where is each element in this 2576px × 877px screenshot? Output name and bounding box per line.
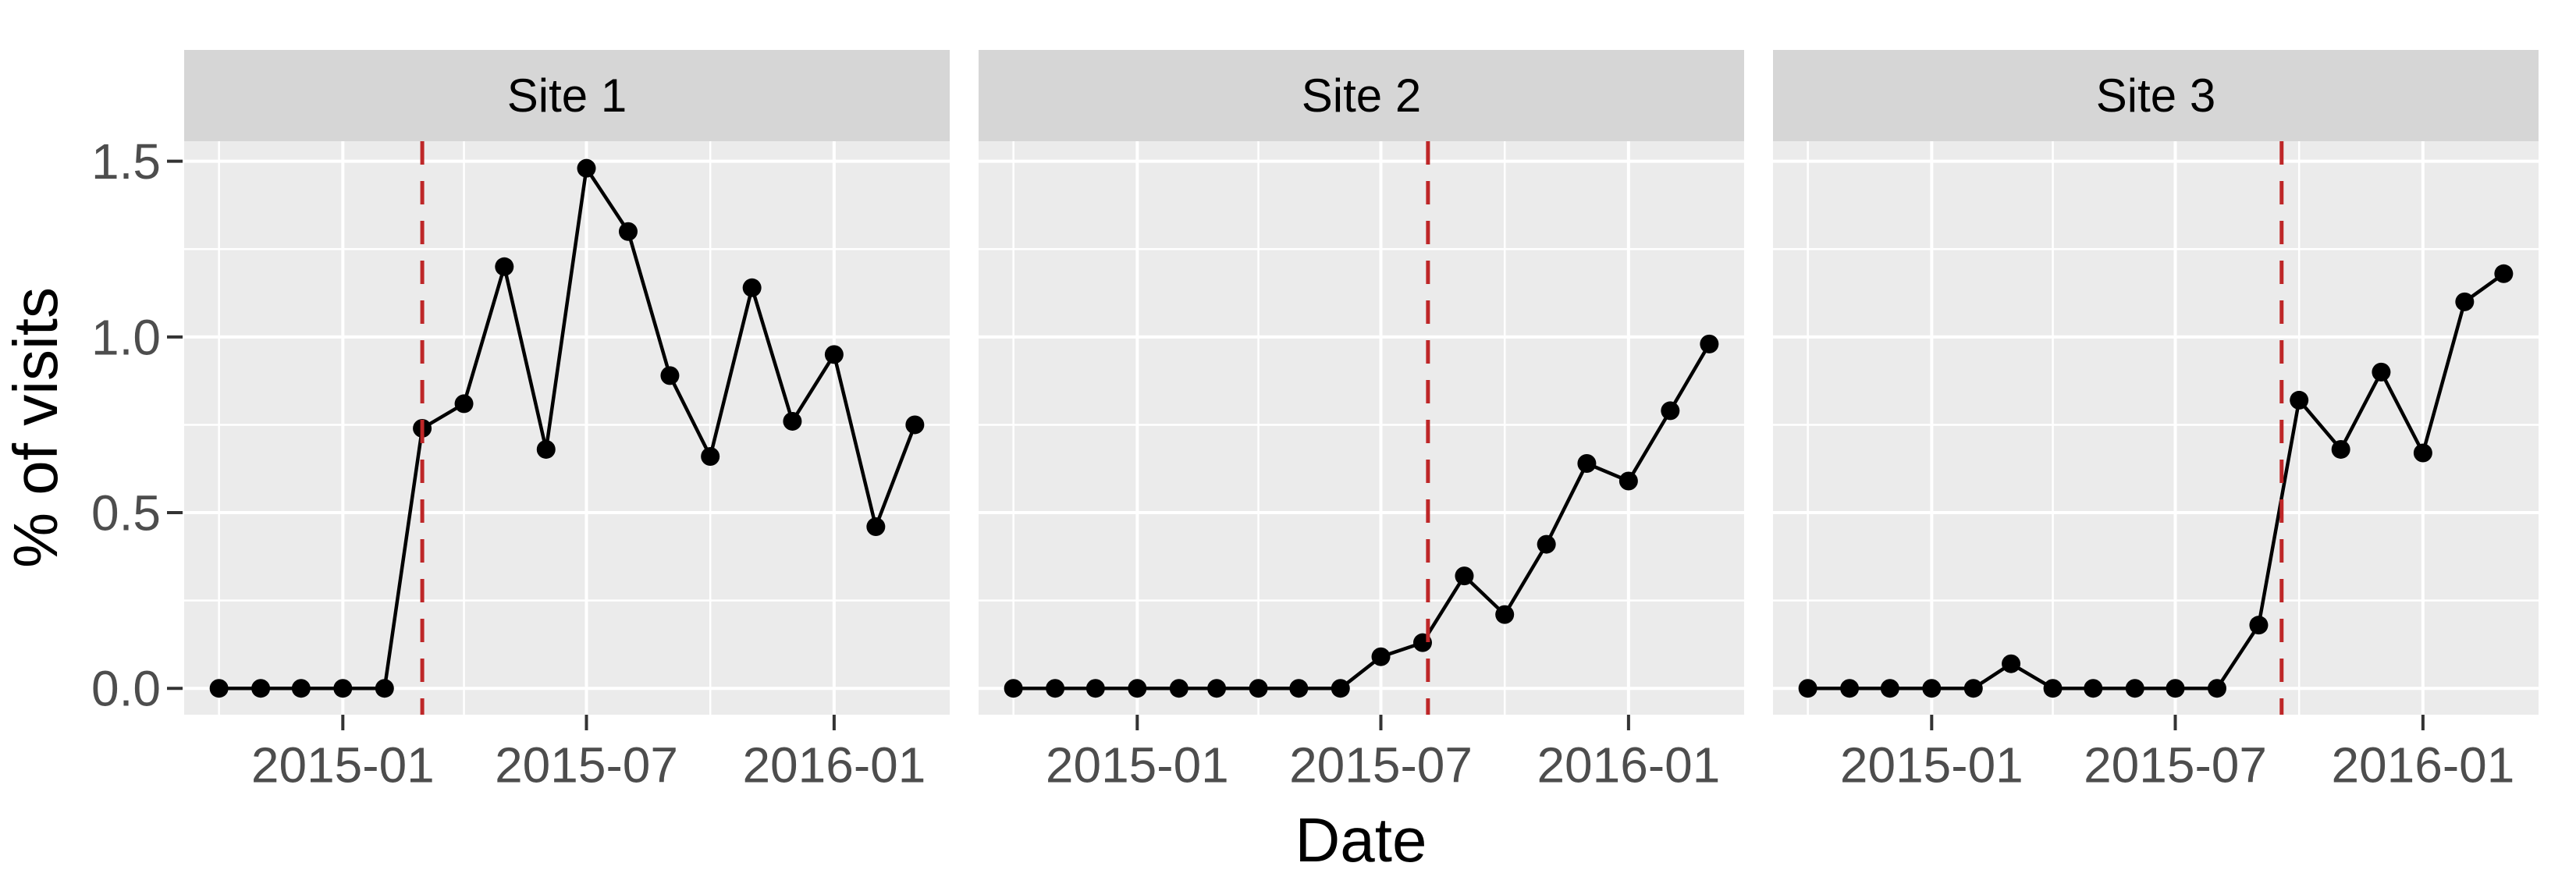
data-point: [495, 257, 514, 276]
y-tick-label: 1.5: [91, 133, 161, 190]
data-point: [1207, 679, 1227, 698]
data-point: [783, 411, 802, 431]
facet-strip-label-site-3: Site 3: [2095, 69, 2216, 122]
facet-strip: [979, 50, 1744, 141]
data-point: [1577, 453, 1597, 473]
data-point: [1618, 471, 1638, 491]
data-point: [2413, 443, 2432, 463]
data-point: [1249, 679, 1268, 698]
data-point: [577, 158, 596, 178]
data-point: [2249, 616, 2269, 635]
data-point: [1963, 679, 1983, 698]
data-point: [2002, 654, 2021, 673]
data-point: [375, 679, 394, 698]
data-point: [742, 278, 762, 297]
data-point: [2207, 679, 2226, 698]
data-point: [1922, 679, 1942, 698]
data-point: [209, 679, 229, 698]
data-point: [291, 679, 311, 698]
data-point: [905, 415, 925, 435]
facet-strip: [1773, 50, 2539, 141]
data-point: [618, 222, 638, 241]
facet-strip: [184, 50, 950, 141]
data-point: [2372, 362, 2391, 382]
data-point: [2290, 390, 2309, 410]
x-tick-label: 2015-01: [251, 737, 435, 793]
x-tick-label: 2015-07: [2084, 737, 2267, 793]
data-point: [1840, 679, 1860, 698]
y-tick-label: 0.5: [91, 485, 161, 541]
x-tick-label: 2016-01: [1537, 737, 1720, 793]
data-point: [1371, 647, 1391, 666]
data-point: [1331, 679, 1350, 698]
x-tick-label: 2015-01: [1046, 737, 1229, 793]
data-point: [866, 517, 886, 537]
data-point: [1128, 679, 1147, 698]
data-point: [1495, 605, 1515, 624]
x-tick-label: 2016-01: [742, 737, 926, 793]
data-point: [1700, 334, 1719, 353]
data-point: [660, 366, 680, 385]
data-point: [2494, 264, 2514, 283]
data-point: [1455, 566, 1474, 586]
facet-strip-label-site-2: Site 2: [1301, 69, 1422, 122]
data-point: [1661, 401, 1680, 421]
y-tick-label: 1.0: [91, 309, 161, 365]
x-tick-label: 2015-01: [1840, 737, 2023, 793]
data-point: [251, 679, 271, 698]
x-tick-label: 2015-07: [1289, 737, 1473, 793]
data-point: [2455, 292, 2475, 311]
data-point: [701, 446, 720, 466]
data-point: [2331, 439, 2350, 459]
data-point: [1169, 679, 1189, 698]
panel-background: [184, 141, 950, 715]
data-point: [1798, 679, 1817, 698]
data-point: [536, 439, 556, 459]
data-point: [2043, 679, 2063, 698]
data-point: [1289, 679, 1309, 698]
data-point: [333, 679, 353, 698]
panel-background: [979, 141, 1744, 715]
facet-strip-label-site-1: Site 1: [506, 69, 627, 122]
data-point: [1085, 679, 1105, 698]
data-point: [454, 394, 474, 414]
y-tick-label: 0.0: [91, 661, 161, 717]
data-point: [1880, 679, 1899, 698]
data-point: [1004, 679, 1023, 698]
data-point: [2084, 679, 2103, 698]
x-tick-label: 2015-07: [495, 737, 678, 793]
data-point: [1046, 679, 1065, 698]
data-point: [824, 345, 844, 364]
data-point: [2166, 679, 2185, 698]
x-axis-title: Date: [1295, 805, 1427, 875]
data-point: [2125, 679, 2144, 698]
data-point: [1537, 534, 1556, 554]
y-axis-title: % of visits: [1, 286, 70, 569]
x-tick-label: 2016-01: [2331, 737, 2514, 793]
